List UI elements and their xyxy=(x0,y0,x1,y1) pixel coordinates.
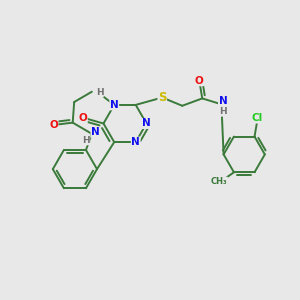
Text: N: N xyxy=(91,127,100,137)
Text: CH₃: CH₃ xyxy=(211,177,227,186)
Text: N: N xyxy=(142,118,151,128)
Text: Cl: Cl xyxy=(252,113,263,123)
Text: N: N xyxy=(131,137,140,147)
Text: N: N xyxy=(110,100,118,110)
Text: O: O xyxy=(195,76,204,86)
Text: O: O xyxy=(49,120,58,130)
Text: O: O xyxy=(79,112,87,123)
Text: S: S xyxy=(158,91,166,104)
Text: H: H xyxy=(219,107,227,116)
Text: H: H xyxy=(96,88,103,97)
Text: N: N xyxy=(218,96,227,106)
Text: H: H xyxy=(82,136,90,145)
